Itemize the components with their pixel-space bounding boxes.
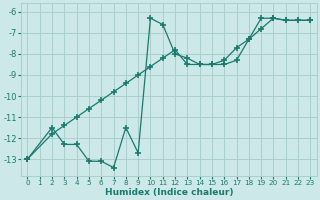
X-axis label: Humidex (Indice chaleur): Humidex (Indice chaleur) (105, 188, 233, 197)
